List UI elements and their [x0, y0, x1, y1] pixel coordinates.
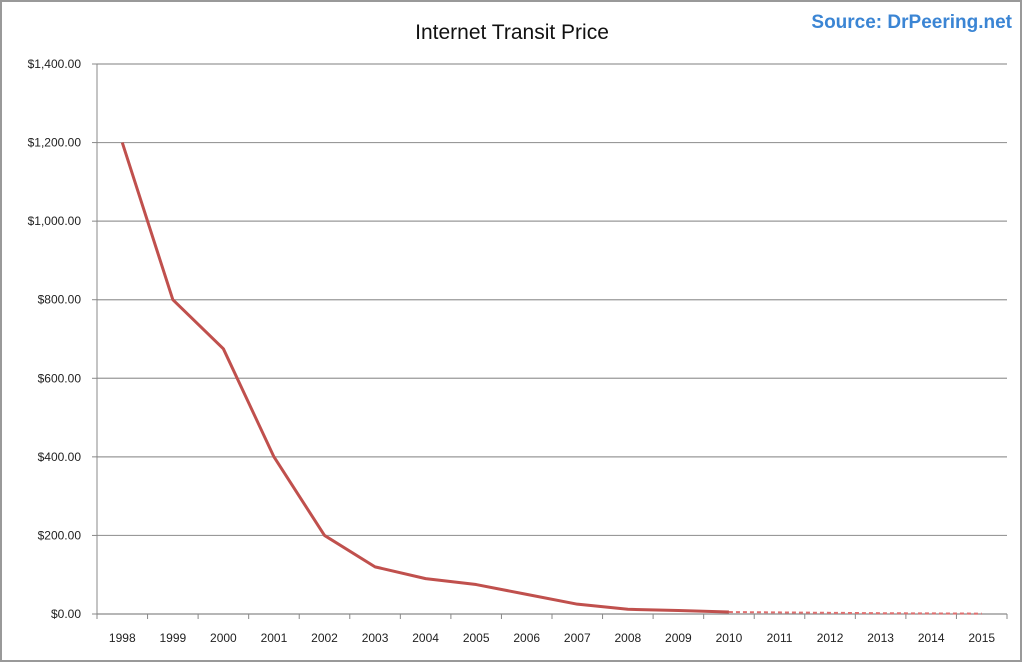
- x-tick-label: 2000: [210, 631, 237, 645]
- y-tick-label: $0.00: [51, 607, 81, 621]
- x-tick-label: 2005: [463, 631, 490, 645]
- x-tick-label: 2009: [665, 631, 692, 645]
- x-tick-label: 2003: [362, 631, 389, 645]
- y-tick-label: $1,000.00: [28, 214, 82, 228]
- x-tick-label: 2011: [767, 631, 793, 645]
- y-tick-label: $1,400.00: [28, 57, 82, 71]
- x-tick-label: 2014: [918, 631, 945, 645]
- x-tick-label: 2001: [261, 631, 288, 645]
- x-tick-label: 2008: [614, 631, 641, 645]
- chart-title: Internet Transit Price: [415, 21, 609, 44]
- y-tick-label: $800.00: [38, 293, 82, 307]
- projected-price-line: [728, 611, 982, 615]
- x-tick-label: 2007: [564, 631, 591, 645]
- x-tick-label: 2015: [968, 631, 995, 645]
- x-tick-label: 2004: [412, 631, 439, 645]
- x-tick-label: 2013: [867, 631, 894, 645]
- x-tick-label: 2012: [817, 631, 844, 645]
- y-tick-label: $1,200.00: [28, 136, 82, 150]
- x-tick-label: 2002: [311, 631, 338, 645]
- y-tick-label: $400.00: [38, 450, 82, 464]
- source-annotation: Source: DrPeering.net: [811, 12, 1012, 33]
- y-tick-label: $200.00: [38, 528, 82, 542]
- x-tick-label: 1998: [109, 631, 136, 645]
- x-tick-label: 1999: [159, 631, 186, 645]
- x-tick-label: 2006: [513, 631, 540, 645]
- y-tick-label: $600.00: [38, 371, 82, 385]
- x-tick-label: 2010: [716, 631, 743, 645]
